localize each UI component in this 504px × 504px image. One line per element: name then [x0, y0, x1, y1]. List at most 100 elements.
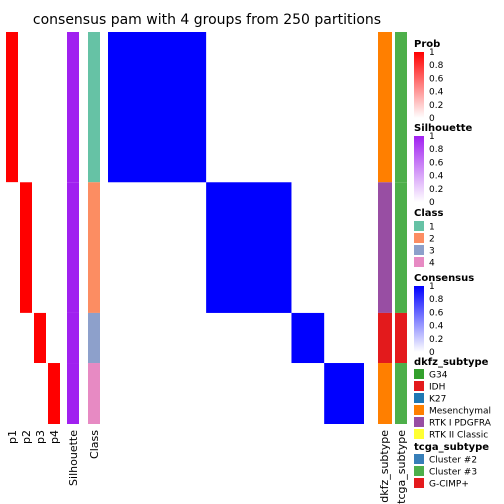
silhouette-column	[67, 32, 79, 424]
dkfz-subtype-class-1-cell	[378, 32, 392, 183]
legend-dkfz-subtype-title: dkfz_subtype	[414, 357, 489, 368]
legend-tick-label: 1	[429, 48, 435, 58]
dkfz-subtype-class-3-cell	[378, 312, 392, 364]
legend-swatch	[414, 466, 424, 476]
prob-p4-class-2-cell	[48, 182, 60, 313]
legend-tick-label: 1	[429, 282, 435, 292]
legend-swatch	[414, 417, 424, 427]
legend-item-label: Mesenchymal	[429, 407, 491, 417]
legend-tick-label: 0.2	[429, 185, 443, 195]
prob-p4-class-1-cell	[48, 32, 60, 183]
tcga-subtype-class-2-cell	[395, 182, 407, 313]
legend-item-label: RTK I PDGFRA	[429, 419, 492, 429]
column-label-p1: p1	[6, 430, 19, 444]
column-label-tcga-subtype: tcga_subtype	[395, 430, 408, 504]
prob-p4-class-3-cell	[48, 312, 60, 364]
class-3-cell	[88, 312, 100, 364]
legend-tick-label: 0.2	[429, 101, 443, 111]
legend-item-label: 3	[429, 247, 435, 257]
prob-p1-class-4-cell	[6, 363, 18, 424]
prob-p2-class-4-cell	[20, 363, 32, 424]
legend-tick-label: 0.4	[429, 88, 444, 98]
column-label-class: Class	[88, 430, 101, 459]
class-column	[88, 32, 100, 424]
legend-swatch	[414, 454, 424, 464]
dkfz-subtype-class-4-cell	[378, 363, 392, 424]
chart-title: consensus pam with 4 groups from 250 par…	[33, 12, 381, 28]
legend-tick-label: 0	[429, 348, 435, 358]
class-1-cell	[88, 32, 100, 183]
prob-p3-class-2-cell	[34, 182, 46, 313]
consensus-block-class-3	[291, 312, 325, 364]
prob-p4-class-4-cell	[48, 363, 60, 424]
legend-silhouette: Silhouette 1 0.8 0.6 0.4 0.2 0	[414, 123, 473, 208]
legend-tick-label: 0.6	[429, 308, 444, 318]
prob-p1-class-2-cell	[6, 182, 18, 313]
column-label-p2: p2	[20, 430, 33, 444]
legend-silhouette-gradient	[414, 136, 424, 202]
legend-tick-label: 0.4	[429, 322, 444, 332]
legend-swatch	[414, 393, 424, 403]
tcga-subtype-class-3-cell	[395, 312, 407, 364]
legend-prob-gradient	[414, 52, 424, 118]
prob-p3-class-1-cell	[34, 32, 46, 183]
tcga-subtype-class-4-cell	[395, 363, 407, 424]
legend-tick-label: 0.6	[429, 158, 444, 168]
legend-prob: Prob 1 0.8 0.6 0.4 0.2 0	[414, 39, 444, 124]
legend-item-label: IDH	[429, 383, 445, 393]
subtype-annotation-columns	[378, 32, 407, 424]
legend-tick-label: 0.4	[429, 172, 444, 182]
legend-swatch	[414, 381, 424, 391]
legend-tcga-subtype: tcga_subtype Cluster #2 Cluster #3 G-CIMP+	[414, 442, 489, 490]
legend-swatch	[414, 478, 424, 488]
prob-p2-class-3-cell	[20, 312, 32, 364]
legend-tick-label: 0	[429, 198, 435, 208]
prob-p3-class-3-cell	[34, 312, 46, 364]
legend-swatch	[414, 233, 424, 243]
silhouette-class-4-cell	[67, 363, 79, 424]
consensus-matrix	[108, 32, 364, 424]
legend-swatch	[414, 245, 424, 255]
legend-prob-title: Prob	[414, 39, 440, 50]
legend-swatch	[414, 221, 424, 231]
legend-item-label: Cluster #2	[429, 456, 477, 466]
class-4-cell	[88, 363, 100, 424]
legend-item-label: K27	[429, 395, 446, 405]
prob-p1-class-3-cell	[6, 312, 18, 364]
tcga-subtype-class-1-cell	[395, 32, 407, 183]
legend-tick-label: 0.8	[429, 145, 444, 155]
probability-columns	[6, 32, 60, 424]
legend-consensus-title: Consensus	[414, 273, 474, 284]
legend-class: Class 1 2 3 4	[414, 208, 443, 269]
legend-tcga-subtype-title: tcga_subtype	[414, 442, 489, 453]
legend-item-label: 4	[429, 259, 435, 269]
legend-item-label: G-CIMP+	[429, 480, 469, 490]
dkfz-subtype-class-2-cell	[378, 182, 392, 313]
prob-p2-class-2-cell	[20, 182, 32, 313]
legend-item-label: Cluster #3	[429, 468, 477, 478]
legend-tick-label: 0	[429, 114, 435, 124]
consensus-block-class-1	[108, 32, 207, 183]
legend-item-label: 2	[429, 235, 435, 245]
legend-consensus-gradient	[414, 286, 424, 352]
consensus-block-class-2	[206, 182, 292, 313]
column-label-silhouette: Silhouette	[67, 430, 80, 486]
prob-p1-class-1-cell	[6, 32, 18, 183]
legend-silhouette-title: Silhouette	[414, 123, 473, 134]
legend-swatch	[414, 429, 424, 439]
legend-tick-label: 1	[429, 132, 435, 142]
class-2-cell	[88, 182, 100, 313]
legend-swatch	[414, 257, 424, 267]
column-label-p3: p3	[34, 430, 47, 444]
prob-p2-class-1-cell	[20, 32, 32, 183]
legend-consensus: Consensus 1 0.8 0.6 0.4 0.2 0	[414, 273, 474, 358]
legend-item-label: 1	[429, 223, 435, 233]
legend-tick-label: 0.8	[429, 61, 444, 71]
legend-swatch	[414, 405, 424, 415]
legend-item-label: G34	[429, 371, 448, 381]
consensus-block-class-4	[324, 363, 364, 424]
silhouette-class-1-cell	[67, 32, 79, 183]
prob-p3-class-4-cell	[34, 363, 46, 424]
legend-class-title: Class	[414, 208, 443, 219]
